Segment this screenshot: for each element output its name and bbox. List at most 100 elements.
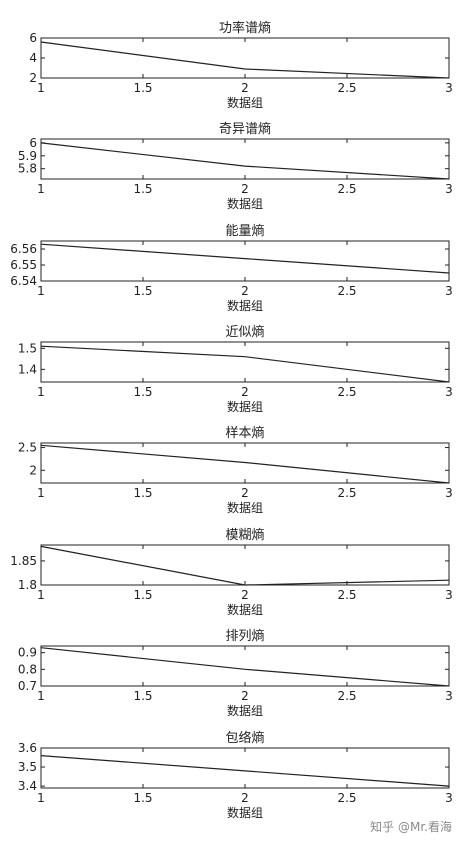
series-line [40, 41, 450, 79]
x-tick-label: 2 [241, 182, 249, 196]
axes-box [40, 544, 450, 586]
chart-title: 包络熵 [225, 730, 264, 746]
x-tick-label: 2 [241, 284, 249, 298]
x-tick-label: 3 [445, 284, 453, 298]
x-tick-label: 1.5 [133, 284, 152, 298]
x-tick-label: 1.5 [133, 791, 152, 805]
x-tick-label: 1.5 [133, 486, 152, 500]
x-axis-label: 数据组 [227, 196, 263, 211]
x-tick-label: 3 [445, 791, 453, 805]
series-line [40, 142, 450, 180]
y-tick-label: 0.7 [18, 679, 37, 693]
x-tick-label: 2.5 [337, 486, 356, 500]
x-axis-label: 数据组 [227, 298, 263, 313]
x-tick-label: 1.5 [133, 182, 152, 196]
x-tick-label: 2.5 [337, 791, 356, 805]
x-tick-label: 1 [37, 791, 45, 805]
x-tick-label: 2.5 [337, 689, 356, 703]
y-tick-label: 3.4 [18, 779, 37, 793]
x-tick-label: 3 [445, 486, 453, 500]
y-tick-label: 6.54 [10, 274, 37, 288]
series-line [40, 545, 450, 586]
y-tick-label: 4 [29, 51, 37, 65]
series-line [40, 647, 450, 687]
subplot-4: 近似熵 1 1.5 2 2.5 3 1.4 1.5 数据组 [18, 324, 453, 414]
x-axis-label: 数据组 [227, 805, 263, 820]
axes-box [40, 240, 450, 282]
chart-title: 功率谱熵 [219, 20, 271, 36]
x-tick-label: 2.5 [337, 385, 356, 399]
x-tick-label: 1.5 [133, 81, 152, 95]
x-tick-label: 2.5 [337, 182, 356, 196]
chart-title: 排列熵 [225, 628, 264, 644]
x-axis-label: 数据组 [227, 95, 263, 110]
y-tick-label: 6.56 [10, 242, 37, 256]
y-tick-label: 2.5 [18, 441, 37, 455]
x-axis-label: 数据组 [227, 602, 263, 617]
y-tick-label: 5.8 [18, 162, 37, 176]
x-tick-label: 3 [445, 385, 453, 399]
axes-box [40, 138, 450, 180]
x-tick-label: 2 [241, 385, 249, 399]
subplot-1: 功率谱熵 1 1.5 2 2.5 3 2 4 6 数据组 [29, 20, 452, 110]
series-line [40, 755, 450, 787]
chart-title: 样本熵 [225, 425, 264, 441]
x-tick-label: 1 [37, 486, 45, 500]
subplot-3: 能量熵 1 1.5 2 2.5 3 6.54 6.55 6.56 数据组 [10, 223, 453, 313]
subplot-2: 奇异谱熵 1 1.5 2 2.5 3 5.85.96 数据组 [18, 121, 453, 211]
y-tick-label: 6 [29, 31, 37, 45]
chart-title: 能量熵 [225, 223, 264, 239]
y-tick-label: 1.8 [18, 578, 37, 592]
x-tick-label: 1 [37, 588, 45, 602]
chart-title: 近似熵 [225, 324, 264, 340]
y-tick-label: 0.9 [18, 646, 37, 660]
x-tick-label: 2.5 [337, 588, 356, 602]
y-tick-label: 3.5 [18, 760, 37, 774]
x-axis-label: 数据组 [227, 703, 263, 718]
y-tick-label: 5.9 [18, 149, 37, 163]
chart-title: 奇异谱熵 [219, 121, 271, 137]
x-tick-label: 1 [37, 689, 45, 703]
axes-box [40, 645, 450, 687]
x-tick-label: 2 [241, 588, 249, 602]
x-tick-label: 1.5 [133, 588, 152, 602]
axes-box [40, 341, 450, 383]
x-tick-label: 2 [241, 486, 249, 500]
x-tick-label: 2 [241, 689, 249, 703]
x-tick-label: 1.5 [133, 689, 152, 703]
y-tick-label: 1.85 [10, 554, 37, 568]
y-tick-label: 1.4 [18, 362, 37, 376]
series-line [40, 345, 450, 383]
y-tick-label: 2 [29, 71, 37, 85]
subplot-7: 排列熵 1 1.5 2 2.5 3 0.7 0.8 0.9 数据组 [18, 628, 453, 718]
y-tick-label: 0.8 [18, 662, 37, 676]
x-tick-label: 2.5 [337, 81, 356, 95]
x-tick-label: 2.5 [337, 284, 356, 298]
y-tick-label: 1.5 [18, 341, 37, 355]
axes-box [40, 37, 450, 79]
x-tick-label: 1 [37, 182, 45, 196]
x-axis-label: 数据组 [227, 399, 263, 414]
series-line [40, 444, 450, 484]
y-tick-label: 6 [29, 136, 37, 150]
subplot-6: 模糊熵 1 1.5 2 2.5 3 1.8 1.85 数据组 [10, 527, 453, 617]
y-tick-label: 3.6 [18, 741, 37, 755]
x-tick-label: 3 [445, 81, 453, 95]
x-tick-label: 3 [445, 588, 453, 602]
x-tick-label: 2 [241, 791, 249, 805]
x-tick-label: 1 [37, 284, 45, 298]
y-tick-label: 2 [29, 463, 37, 477]
x-tick-label: 3 [445, 689, 453, 703]
subplot-5: 样本熵 1 1.5 2 2.5 3 2 2.5 数据组 [18, 425, 453, 515]
x-tick-label: 1.5 [133, 385, 152, 399]
x-tick-label: 1 [37, 81, 45, 95]
x-tick-label: 1 [37, 385, 45, 399]
watermark: 知乎 @Mr.看海 [370, 820, 452, 834]
x-tick-label: 2 [241, 81, 249, 95]
x-axis-label: 数据组 [227, 500, 263, 515]
subplot-8: 包络熵 1 1.5 2 2.5 3 3.4 3.5 3.6 数据组 [18, 730, 453, 820]
x-tick-label: 3 [445, 182, 453, 196]
chart-title: 模糊熵 [225, 527, 264, 543]
y-tick-label: 6.55 [10, 258, 37, 272]
